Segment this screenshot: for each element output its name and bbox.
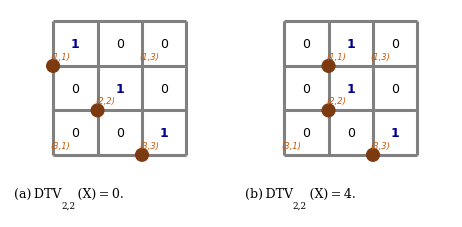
Text: 0: 0 [302,38,310,51]
Text: 0: 0 [71,82,79,95]
Circle shape [47,60,60,73]
Text: (1,3): (1,3) [140,52,160,61]
Text: (3,3): (3,3) [371,141,391,150]
Text: (3,1): (3,1) [282,141,302,150]
Text: (X) = 0.: (X) = 0. [75,188,124,200]
Text: 1: 1 [71,38,79,51]
Text: 0: 0 [116,126,124,140]
Text: 1: 1 [346,82,355,95]
Text: (3,3): (3,3) [140,141,160,150]
Text: 2,2: 2,2 [293,201,307,210]
Text: 2,2: 2,2 [61,201,75,210]
Text: 1: 1 [391,126,400,140]
Circle shape [322,60,335,73]
Text: 1: 1 [346,38,355,51]
Text: 0: 0 [347,126,355,140]
Text: (X) = 4.: (X) = 4. [307,188,356,200]
Text: (2,2): (2,2) [326,97,346,106]
Text: (a) DTV: (a) DTV [14,188,61,200]
Circle shape [136,149,148,161]
Text: 0: 0 [302,126,310,140]
Text: 0: 0 [391,38,399,51]
Text: (1,1): (1,1) [326,52,346,61]
Text: (2,2): (2,2) [95,97,115,106]
Text: 0: 0 [160,38,168,51]
Text: 0: 0 [71,126,79,140]
Text: (1,1): (1,1) [51,52,71,61]
Text: 0: 0 [391,82,399,95]
Circle shape [367,149,379,161]
Text: (b) DTV: (b) DTV [245,188,293,200]
Text: 1: 1 [116,82,124,95]
Text: 1: 1 [160,126,169,140]
Text: 0: 0 [160,82,168,95]
Text: 0: 0 [302,82,310,95]
Text: (3,1): (3,1) [51,141,71,150]
Text: (1,3): (1,3) [371,52,391,61]
Text: 0: 0 [116,38,124,51]
Circle shape [91,105,104,117]
Circle shape [322,105,335,117]
